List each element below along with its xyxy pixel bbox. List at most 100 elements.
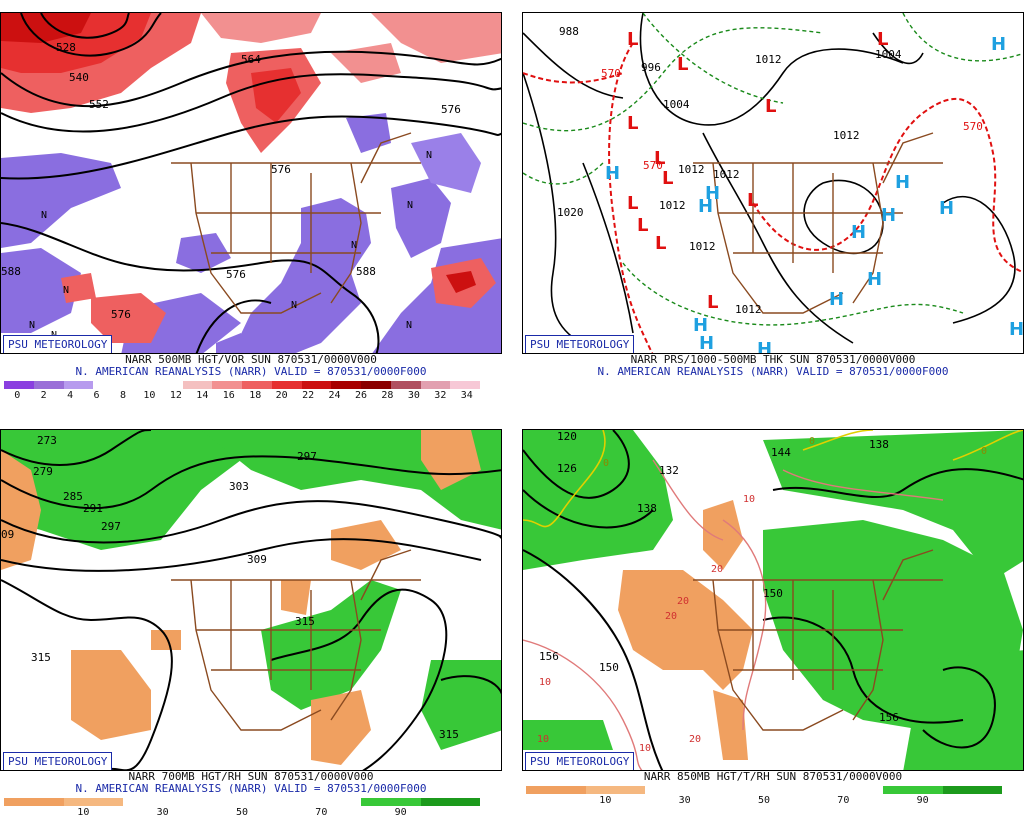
isobar-label: 1012 — [689, 240, 716, 253]
contour-label: 576 — [271, 163, 291, 176]
caption-line-1: NARR 500MB HGT/VOR SUN 870531/0000V000 — [125, 353, 377, 366]
high-center: H — [757, 339, 772, 354]
color-scale-labels: 10 30 50 70 90 — [526, 795, 1002, 807]
caption-line-1: NARR 700MB HGT/RH SUN 870531/0000V000 — [128, 770, 374, 783]
high-center: H — [939, 198, 954, 219]
isobar-label: 1012 — [659, 199, 686, 212]
isobar-label: 996 — [641, 61, 661, 74]
color-scale-label: 18 — [249, 390, 262, 401]
color-scale-label: 10 — [77, 807, 90, 818]
temperature-label: 10 — [539, 677, 551, 688]
low-center: L — [655, 233, 666, 254]
vorticity-n-label: N — [407, 200, 413, 211]
color-scale-label: 8 — [119, 390, 127, 401]
contour-label: 297 — [101, 520, 121, 533]
low-center: L — [877, 29, 888, 50]
temperature-label: 0 — [981, 446, 987, 457]
temperature-label: 0 — [603, 458, 609, 469]
color-scale-label: 14 — [196, 390, 209, 401]
caption-line-1: NARR 850MB HGT/T/RH SUN 870531/0000V000 — [643, 770, 903, 783]
low-center: L — [627, 113, 638, 134]
contour-label: 552 — [89, 98, 109, 111]
map-500mb: 528 540 552 564 576 576 576 588 588 576 … — [0, 12, 502, 354]
contour-label: 150 — [599, 661, 619, 674]
temperature-label: 20 — [689, 734, 701, 745]
color-scale-label: 24 — [328, 390, 341, 401]
color-scale-label: 70 — [315, 807, 328, 818]
color-scale-swatch — [526, 786, 586, 794]
color-scale-swatch — [63, 381, 94, 389]
color-scale-label: 26 — [354, 390, 368, 401]
color-scale-label: 16 — [222, 390, 235, 401]
contour-label: 132 — [659, 464, 679, 477]
contour-label: 315 — [295, 615, 315, 628]
low-center: L — [707, 292, 718, 313]
color-scale-swatch — [33, 381, 64, 389]
color-scale-label: 34 — [460, 390, 473, 401]
temperature-label: 0 — [809, 436, 815, 447]
contour-label: 285 — [63, 490, 83, 503]
contour-label: 315 — [31, 651, 51, 664]
high-center: H — [699, 333, 714, 354]
color-scale-swatch — [152, 381, 183, 389]
color-scale-swatch — [242, 381, 272, 389]
color-scale-swatch — [182, 381, 213, 389]
temperature-label: 10 — [639, 743, 651, 754]
color-scale-label: 32 — [434, 390, 447, 401]
contour-label: 144 — [771, 446, 791, 459]
vorticity-n-label: N — [29, 320, 35, 331]
color-scale-swatch — [271, 381, 302, 389]
color-scale-swatch — [942, 786, 1002, 794]
contour-label: 564 — [241, 53, 261, 66]
thickness-labels: 570 570 570 — [601, 67, 983, 172]
isobar-label: 1012 — [755, 53, 782, 66]
temperature-label: 10 — [537, 734, 549, 745]
color-scale-swatch — [123, 381, 153, 389]
color-scale-swatch — [63, 798, 123, 806]
color-scale-swatch — [123, 798, 183, 806]
contour-label: 138 — [869, 438, 889, 451]
caption-line-2: N. AMERICAN REANALYSIS (NARR) VALID = 87… — [75, 365, 427, 378]
contour-label: 309 — [247, 553, 267, 566]
low-center: L — [627, 29, 638, 50]
vorticity-n-label: N — [426, 150, 432, 161]
contour-labels-500mb: 528 540 552 564 576 576 576 588 588 576 — [1, 41, 461, 321]
low-center: L — [765, 96, 776, 117]
psu-meteorology-badge: PSU METEOROLOGY — [525, 752, 635, 770]
high-center: H — [867, 269, 882, 290]
temperature-label: 10 — [743, 494, 755, 505]
contour-labels-700mb: 273 279 285 291 297 297 303 309 315 315 … — [1, 434, 459, 741]
color-scale-swatch — [764, 786, 824, 794]
low-center: L — [637, 215, 648, 236]
high-center: H — [698, 196, 713, 217]
color-scale-swatch — [4, 798, 64, 806]
color-scale-label: 28 — [381, 390, 394, 401]
color-scale-label: 90 — [394, 807, 407, 818]
color-scale-label: 50 — [757, 795, 771, 806]
isobar-label: 1012 — [678, 163, 705, 176]
vorticity-n-label: N — [63, 285, 69, 296]
low-center: L — [654, 148, 665, 169]
color-scale-swatch — [93, 381, 123, 389]
color-scale — [526, 786, 1002, 794]
isobar-label: 1012 — [833, 129, 860, 142]
color-scale — [4, 798, 480, 806]
contour-label: 120 — [557, 430, 577, 443]
color-scale-swatch — [361, 381, 391, 389]
color-scale-swatch — [420, 798, 480, 806]
panel-850mb-hgt-t-rh: 120 126 132 138 138 144 150 150 156 156 … — [522, 429, 1024, 819]
isobar-labels: 988 996 1004 1012 1012 1012 1020 1004 10… — [557, 25, 902, 316]
color-scale-swatch — [331, 381, 361, 389]
isobar-label: 988 — [559, 25, 579, 38]
color-scale-swatch — [301, 798, 361, 806]
contour-label: 303 — [229, 480, 249, 493]
contour-label: 156 — [539, 650, 559, 663]
thickness-label: 570 — [643, 159, 663, 172]
color-scale-swatch — [420, 381, 451, 389]
high-center: H — [693, 315, 708, 336]
color-scale-label: 50 — [235, 807, 249, 818]
panel-pressure-thickness: 988 996 1004 1012 1012 1012 1020 1004 10… — [522, 12, 1024, 402]
panel-700mb-hgt-rh: 273 279 285 291 297 297 303 309 315 315 … — [0, 429, 502, 819]
color-scale-swatch — [361, 798, 421, 806]
contour-label: 540 — [69, 71, 89, 84]
